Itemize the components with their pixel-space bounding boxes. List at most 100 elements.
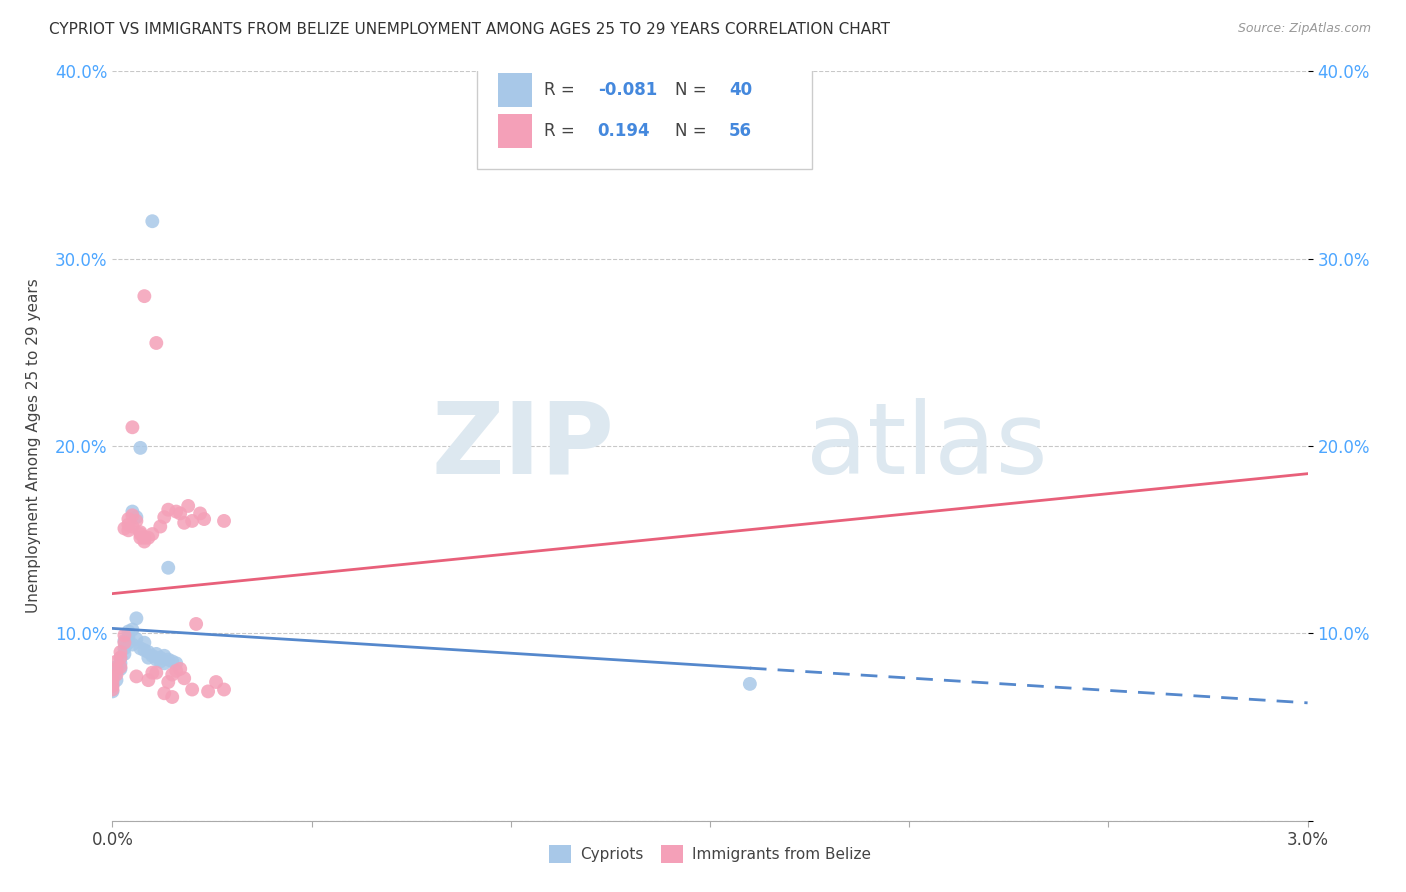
Point (186, 617, 208, 632)
Point (105, 662, 128, 676)
Point (105, 664, 128, 678)
Point (141, 665, 163, 680)
Point (121, 508, 143, 523)
FancyBboxPatch shape (499, 114, 531, 148)
Point (125, 669, 148, 683)
Point (165, 664, 187, 678)
Point (114, 635, 135, 649)
Point (105, 673, 128, 688)
Point (105, 655, 128, 669)
Point (105, 667, 128, 681)
Point (193, 512, 215, 526)
Point (101, 675, 124, 690)
Point (169, 507, 191, 521)
Point (110, 650, 132, 665)
Point (117, 624, 139, 639)
Point (117, 517, 139, 532)
Point (141, 648, 163, 663)
Point (129, 441, 152, 455)
Point (738, 677, 761, 691)
Point (101, 671, 124, 685)
Point (165, 657, 187, 671)
Point (157, 675, 180, 690)
Point (173, 516, 195, 530)
Point (212, 682, 235, 697)
Text: R =: R = (544, 81, 579, 99)
Point (134, 531, 156, 545)
Point (129, 531, 152, 545)
Point (149, 650, 172, 665)
Point (110, 662, 132, 676)
Point (121, 420, 143, 434)
Point (114, 633, 135, 648)
Point (125, 611, 148, 625)
Point (121, 638, 143, 652)
Point (101, 684, 124, 698)
Point (153, 686, 176, 700)
Point (117, 512, 139, 526)
Point (101, 671, 124, 685)
Point (129, 641, 152, 656)
Point (145, 652, 167, 666)
Point (134, 534, 156, 549)
Point (138, 650, 160, 665)
Text: 40: 40 (730, 81, 752, 99)
Point (157, 652, 180, 666)
Point (205, 675, 228, 690)
Point (181, 682, 204, 697)
Y-axis label: Unemployment Among Ages 25 to 29 years: Unemployment Among Ages 25 to 29 years (27, 278, 41, 614)
Point (121, 623, 143, 637)
Point (141, 214, 163, 228)
Legend: Cypriots, Immigrants from Belize: Cypriots, Immigrants from Belize (543, 839, 877, 869)
Point (162, 667, 183, 681)
Point (110, 645, 132, 659)
Point (114, 628, 135, 642)
Point (169, 662, 191, 676)
Point (149, 519, 172, 533)
Text: CYPRIOT VS IMMIGRANTS FROM BELIZE UNEMPLOYMENT AMONG AGES 25 TO 29 YEARS CORRELA: CYPRIOT VS IMMIGRANTS FROM BELIZE UNEMPL… (49, 22, 890, 37)
Point (121, 505, 143, 519)
Point (117, 630, 139, 644)
Point (145, 665, 167, 680)
Point (173, 671, 195, 685)
Text: -0.081: -0.081 (598, 81, 657, 99)
Point (101, 679, 124, 693)
Text: ZIP: ZIP (432, 398, 614, 494)
Point (134, 635, 156, 649)
Text: N =: N = (675, 122, 713, 140)
Point (157, 561, 180, 575)
Point (153, 657, 176, 671)
Point (125, 632, 148, 646)
Point (134, 289, 156, 303)
FancyBboxPatch shape (477, 64, 811, 169)
Point (110, 657, 132, 671)
Point (117, 635, 139, 649)
Point (101, 679, 124, 693)
Point (125, 514, 148, 528)
Point (121, 519, 143, 533)
Point (162, 655, 183, 669)
Point (145, 647, 167, 661)
Point (138, 673, 160, 688)
Point (138, 645, 160, 659)
Point (165, 505, 187, 519)
Point (197, 684, 219, 698)
Text: atlas: atlas (806, 398, 1047, 494)
Point (157, 502, 180, 516)
Text: N =: N = (675, 81, 713, 99)
Point (101, 682, 124, 697)
Point (125, 510, 148, 524)
Point (177, 499, 200, 513)
Point (110, 660, 132, 674)
Text: 56: 56 (730, 122, 752, 140)
Point (114, 641, 135, 656)
Text: R =: R = (544, 122, 579, 140)
Point (181, 514, 204, 528)
Point (129, 527, 152, 541)
Point (149, 655, 172, 669)
Point (145, 336, 167, 351)
Point (188, 507, 211, 521)
Point (212, 514, 235, 528)
Point (162, 690, 183, 704)
Point (117, 524, 139, 538)
